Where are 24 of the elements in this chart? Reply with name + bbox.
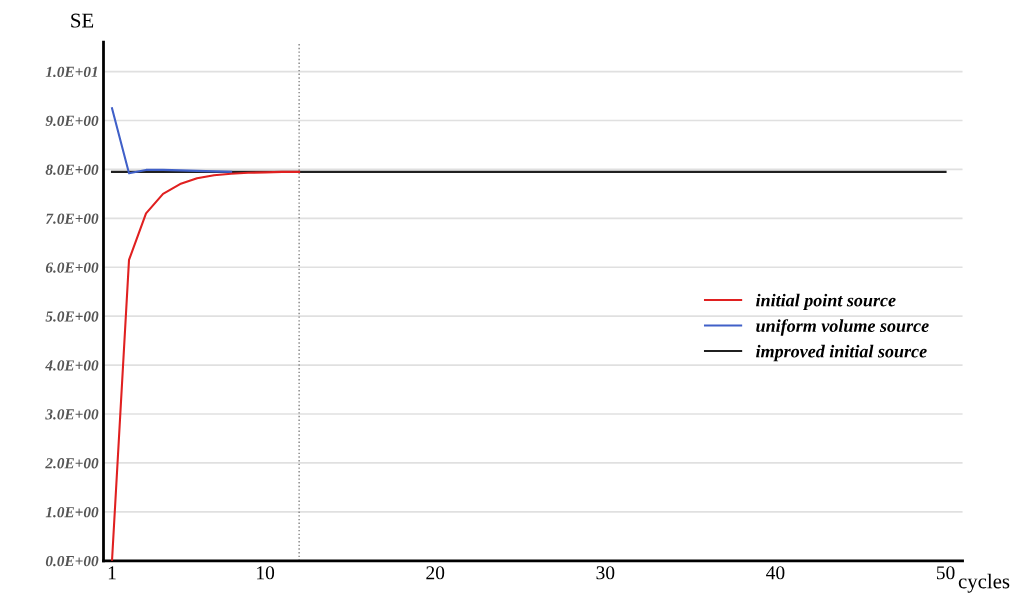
y-tick-label: 1.0E+00 — [45, 507, 99, 518]
y-tick-label: 9.0E+00 — [45, 115, 99, 126]
y-tick-label: 0.0E+00 — [45, 555, 99, 567]
y-tick-label: 3.0E+00 — [45, 409, 99, 420]
x-tick-label: 30 — [596, 566, 615, 580]
x-tick-label: 1 — [108, 566, 116, 580]
x-tick-label: 20 — [426, 566, 445, 580]
y-tick-label: 7.0E+00 — [46, 213, 99, 224]
y-tick-label: 2.0E+00 — [45, 458, 99, 469]
y-tick-label: 8.0E+00 — [45, 164, 99, 175]
legend-label: initial point source — [756, 293, 896, 311]
y-tick-label: 6.0E+00 — [45, 262, 99, 273]
line-series — [110, 170, 301, 561]
x-axis-title: cycles — [958, 573, 1010, 593]
x-tick-label: 40 — [766, 566, 785, 580]
y-tick-label: 1.0E+01 — [45, 66, 98, 78]
legend-label: improved initial source — [756, 344, 927, 362]
y-axis-title: SE — [71, 13, 94, 28]
x-tick-label: 10 — [257, 566, 275, 580]
line-series — [110, 107, 233, 175]
x-tick-label: 50 — [936, 566, 955, 580]
y-tick-label: 4.0E+00 — [45, 360, 99, 371]
legend-label: uniform volume source — [756, 319, 929, 336]
y-tick-label: 5.0E+00 — [45, 311, 99, 322]
